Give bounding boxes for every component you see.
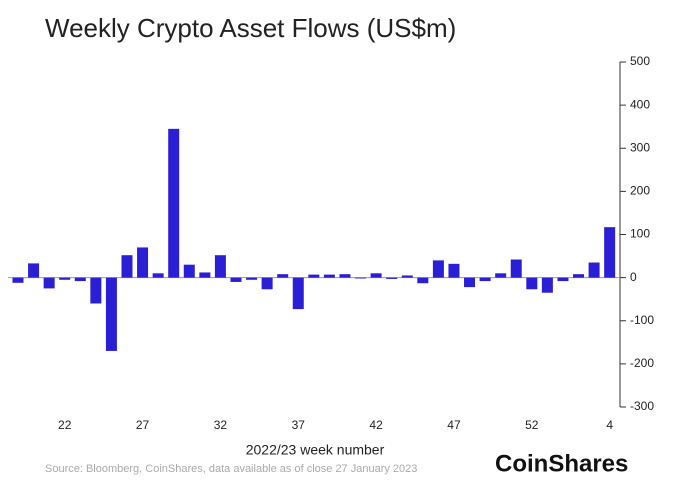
x-tick-label: 22: [58, 418, 72, 432]
x-tick-label: 52: [525, 418, 539, 432]
bar: [152, 273, 164, 278]
bar: [230, 277, 242, 282]
bar: [604, 227, 616, 278]
bar: [464, 277, 476, 288]
bar: [59, 277, 71, 280]
y-tick-label: 400: [630, 97, 650, 111]
bar: [121, 255, 133, 278]
x-tick-label: 42: [369, 418, 383, 432]
bar: [339, 274, 351, 278]
bar: [370, 273, 382, 278]
x-tick-label: 47: [447, 418, 461, 432]
bar: [557, 277, 569, 282]
bar: [246, 277, 258, 280]
bar: [323, 274, 335, 278]
bar: [214, 255, 226, 278]
bar: [137, 247, 149, 278]
bar: [495, 273, 507, 278]
bar: [526, 277, 538, 290]
x-tick-label: 4: [606, 418, 613, 432]
y-tick-label: -200: [630, 356, 654, 370]
bar: [510, 259, 522, 278]
y-tick-label: 200: [630, 184, 650, 198]
y-tick-label: 500: [630, 54, 650, 68]
bar: [74, 277, 86, 282]
bar: [448, 263, 460, 278]
bar: [43, 277, 55, 289]
y-tick-label: -300: [630, 399, 654, 413]
bar: [479, 277, 491, 282]
bar: [355, 277, 367, 279]
bar: [12, 277, 24, 283]
x-tick-label: 37: [292, 418, 306, 432]
x-tick-label: 27: [136, 418, 150, 432]
bar: [588, 262, 600, 278]
x-axis-label: 2022/23 week number: [246, 442, 385, 458]
bar: [105, 277, 117, 351]
bar: [541, 277, 553, 293]
y-tick-label: 300: [630, 140, 650, 154]
bar: [292, 277, 304, 310]
bar: [417, 277, 429, 284]
source-note: Source: Bloomberg, CoinShares, data avai…: [45, 463, 417, 475]
bar: [90, 277, 102, 304]
bar: [277, 274, 289, 278]
x-tick-label: 32: [214, 418, 228, 432]
bar: [432, 260, 444, 278]
bar: [199, 272, 211, 278]
bar: [261, 277, 273, 290]
bar: [573, 274, 585, 278]
bar: [168, 128, 180, 278]
y-tick-label: 0: [630, 270, 637, 284]
bar: [183, 264, 195, 278]
y-tick-label: 100: [630, 227, 650, 241]
y-tick-label: -100: [630, 313, 654, 327]
bar: [401, 275, 413, 278]
bar: [386, 277, 398, 279]
chart-title: Weekly Crypto Asset Flows (US$m): [45, 13, 456, 43]
bar: [28, 263, 40, 278]
bar: [308, 274, 320, 278]
brand-logo: CoinShares: [495, 450, 628, 477]
